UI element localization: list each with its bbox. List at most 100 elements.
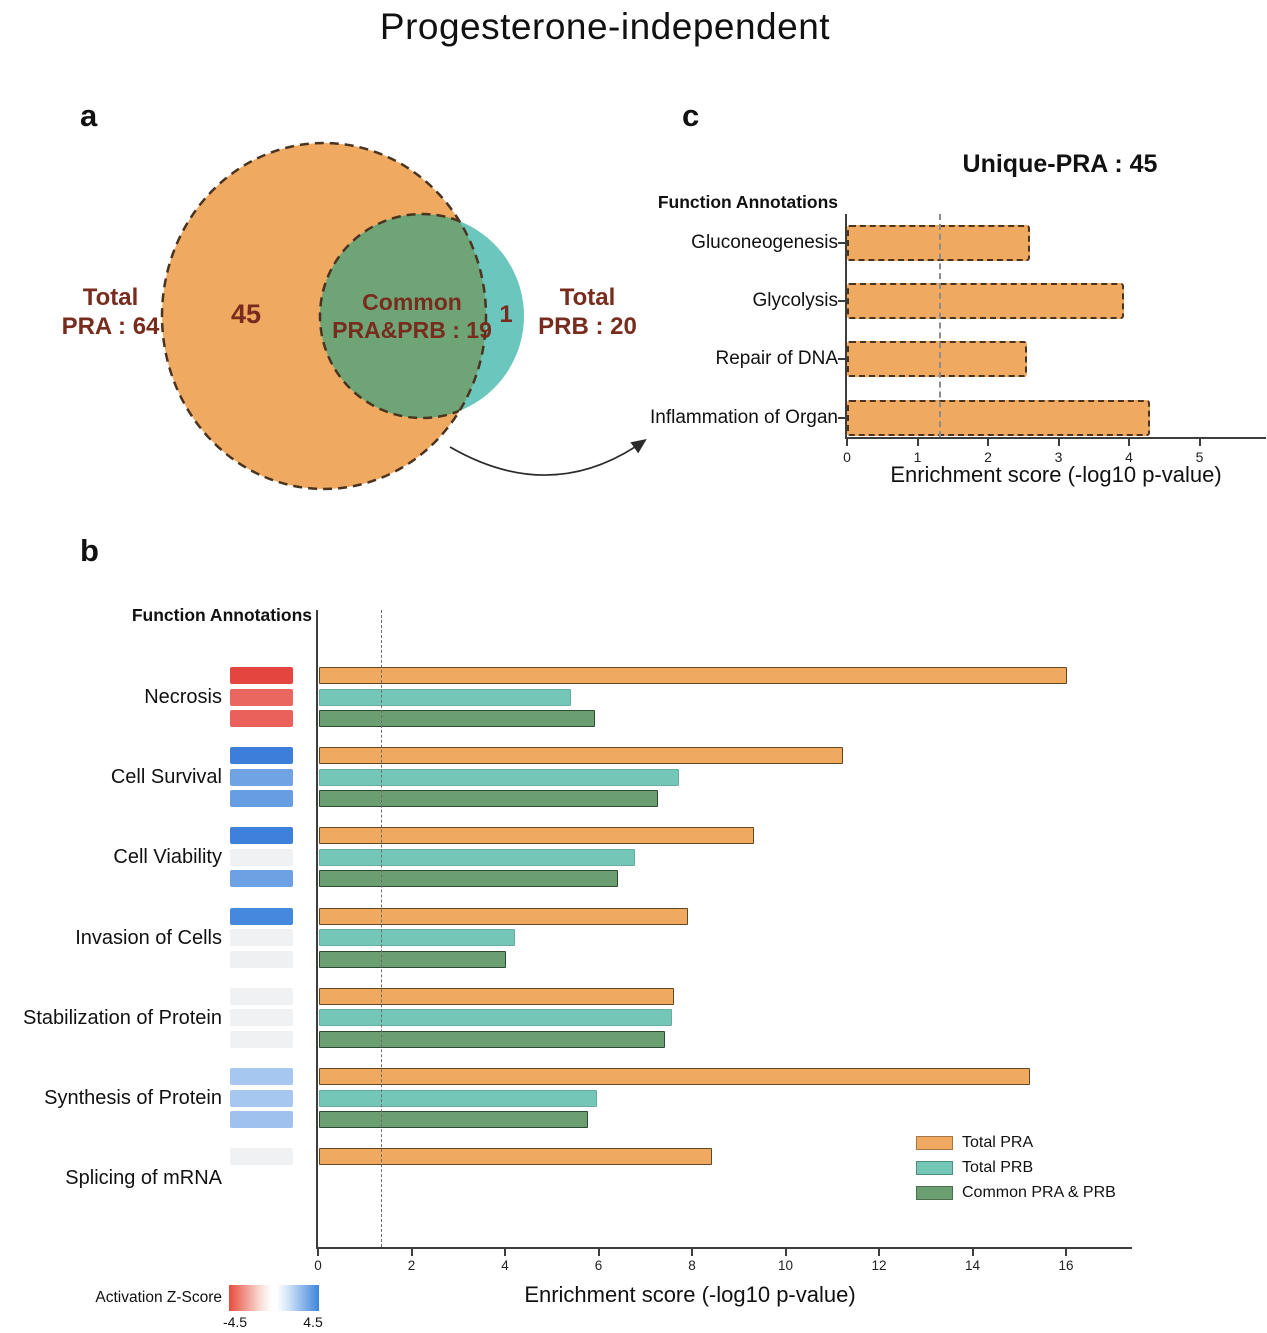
panel-b-xtick-label-0: 0 xyxy=(314,1258,322,1273)
total-prb-caption-line2: PRB : 20 xyxy=(538,313,637,340)
panel-b-bar-Invasion of Cells-Total PRA xyxy=(319,907,689,925)
panel-b-category-2: Cell Viability xyxy=(113,846,222,869)
panel-c-xtick-label-1: 1 xyxy=(913,449,922,465)
legend-row-common: Common PRA & PRB xyxy=(916,1180,1116,1205)
common-region-label-line1: Common xyxy=(362,289,462,315)
panel-b-xtick-12 xyxy=(878,1249,880,1256)
panel-c-ytick-3 xyxy=(838,416,845,419)
panel-b-xtick-label-2: 2 xyxy=(407,1258,416,1273)
panel-c-ytick-0 xyxy=(838,242,845,244)
panel-b-bar-Stabilization of Protein-Common PRA & PRB xyxy=(319,1030,665,1048)
legend-swatch-total-pra xyxy=(916,1135,953,1150)
legend-label-total-pra: Total PRA xyxy=(962,1133,1034,1151)
unique-prb-count: 1 xyxy=(499,301,513,328)
panel-b-bar-Cell Viability-Common PRA & PRB xyxy=(319,870,619,888)
legend-swatch-common xyxy=(916,1185,953,1200)
panel-b-x-axis xyxy=(316,1247,1132,1249)
panel-b-bar-Synthesis of Protein-Common PRA & PRB xyxy=(319,1111,588,1128)
panel-b-xtick-label-12: 12 xyxy=(871,1258,887,1273)
panel-b-xtick-4 xyxy=(504,1249,506,1256)
panel-c-x-axis-label: Enrichment score (-log10 p-value) xyxy=(890,462,1222,487)
panel-b-zscore-block-Cell Survival-1 xyxy=(230,768,293,786)
zscore-min-label: -4.5 xyxy=(222,1314,248,1330)
panel-b-y-axis xyxy=(316,610,318,1249)
panel-b-zscore-block-Synthesis of Protein-1 xyxy=(230,1089,293,1107)
panel-b-xtick-label-14: 14 xyxy=(964,1258,981,1273)
panel-b-zscore-block-Necrosis-2 xyxy=(230,710,293,727)
panel-c-x-axis xyxy=(845,437,1266,439)
panel-c-xtick-label-4: 4 xyxy=(1125,449,1133,465)
panel-b-zscore-block-Synthesis of Protein-0 xyxy=(230,1068,293,1085)
panel-b-zscore-block-Cell Viability-0 xyxy=(230,827,293,845)
panel-b-zscore-block-Cell Survival-0 xyxy=(230,747,293,765)
venn-common-region xyxy=(318,212,486,420)
legend-label-common: Common PRA & PRB xyxy=(962,1183,1116,1201)
panel-c-category-0: Gluconeogenesis xyxy=(691,232,838,253)
venn-diagram xyxy=(160,141,647,491)
panel-b-xtick-14 xyxy=(971,1249,974,1256)
common-region-label-line2: PRA&PRB : 19 xyxy=(332,317,492,343)
total-prb-caption: Total PRB : 20 xyxy=(495,283,680,341)
panel-b-zscore-block-Stabilization of Protein-1 xyxy=(230,1009,293,1027)
figure-title: Progesterone-independent xyxy=(379,6,831,47)
panel-b-xtick-label-4: 4 xyxy=(501,1258,509,1273)
panel-c-category-3: Inflammation of Organ xyxy=(650,406,838,428)
panel-b-bar-Synthesis of Protein-Total PRB xyxy=(319,1089,598,1107)
panel-c-bar-Repair of DNA xyxy=(847,341,1027,378)
panel-b-bar-Cell Viability-Total PRA xyxy=(319,827,754,845)
panel-c-y-axis xyxy=(845,214,847,439)
panel-b-zscore-block-Necrosis-0 xyxy=(230,667,293,684)
panel-b-bar-Stabilization of Protein-Total PRA xyxy=(319,987,675,1005)
panel-c-xtick-0 xyxy=(846,439,848,446)
panel-c-xtick-3 xyxy=(1057,439,1060,446)
total-pra-caption: Total PRA : 64 xyxy=(18,283,203,341)
panel-b-bar-Cell Viability-Total PRB xyxy=(319,848,635,866)
panel-b-bar-Necrosis-Total PRA xyxy=(319,667,1067,684)
panel-b-xtick-label-16: 16 xyxy=(1058,1258,1074,1273)
panel-b-bar-Synthesis of Protein-Total PRA xyxy=(319,1068,1030,1085)
panel-b-zscore-block-Invasion of Cells-1 xyxy=(230,929,293,947)
panel-b-category-1: Cell Survival xyxy=(110,766,222,789)
panel-b-zscore-block-Invasion of Cells-2 xyxy=(230,950,293,968)
legend-row-total-pra: Total PRA xyxy=(916,1130,1116,1155)
legend-swatch-total-prb xyxy=(916,1160,953,1175)
panel-b-zscore-block-Cell Survival-2 xyxy=(230,790,293,808)
panel-b-function-annotations-header: Function Annotations xyxy=(131,605,312,625)
panel-b-category-4: Stabilization of Protein xyxy=(22,1006,222,1029)
panel-b-bar-Cell Survival-Total PRA xyxy=(319,747,843,765)
panel-b-category-5: Synthesis of Protein xyxy=(44,1087,222,1109)
panel-c-label: c xyxy=(682,98,700,133)
panel-b-zscore-block-Stabilization of Protein-2 xyxy=(230,1030,293,1048)
total-pra-caption-line1: Total xyxy=(82,284,139,311)
panel-c-ref-line xyxy=(938,214,941,437)
panel-b-bar-Necrosis-Common PRA & PRB xyxy=(319,710,595,727)
venn-pra-edge-in-overlap xyxy=(320,214,488,418)
panel-b-zscore-block-Splicing of mRNA-0 xyxy=(230,1148,293,1166)
panel-b-xtick-8 xyxy=(691,1249,693,1256)
panel-b-zscore-block-Stabilization of Protein-0 xyxy=(230,987,293,1005)
panel-c-xtick-5 xyxy=(1198,439,1201,446)
legend-row-total-prb: Total PRB xyxy=(916,1155,1116,1180)
panel-c-xtick-2 xyxy=(987,439,989,446)
panel-a-label: a xyxy=(80,98,98,133)
panel-c-bar-Glycolysis xyxy=(847,283,1125,320)
panel-b-xtick-label-6: 6 xyxy=(594,1258,603,1273)
panel-b-zscore-block-Necrosis-1 xyxy=(230,688,293,706)
panel-b-category-3: Invasion of Cells xyxy=(75,926,222,949)
panel-b-category-6: Splicing of mRNA xyxy=(65,1167,222,1190)
panel-b-zscore-block-Cell Viability-2 xyxy=(230,870,293,888)
panel-b-x-axis-label: Enrichment score (-log10 p-value) xyxy=(524,1282,856,1307)
panel-c-bar-Inflammation of Organ xyxy=(847,399,1151,436)
venn-to-chart-arrow xyxy=(449,439,647,476)
panel-c-xtick-label-3: 3 xyxy=(1054,449,1063,465)
panel-c-xtick-label-0: 0 xyxy=(843,449,851,465)
panel-b-bar-Invasion of Cells-Common PRA & PRB xyxy=(319,950,506,968)
panel-b-zscore-block-Invasion of Cells-0 xyxy=(230,907,293,925)
panel-b-xtick-16 xyxy=(1065,1249,1067,1256)
panel-b-label: b xyxy=(80,533,99,568)
panel-b-xtick-label-10: 10 xyxy=(777,1258,794,1273)
panel-b-ref-line xyxy=(381,610,383,1247)
panel-b-xtick-6 xyxy=(597,1249,600,1256)
panel-c-function-annotations-header: Function Annotations xyxy=(657,192,838,212)
